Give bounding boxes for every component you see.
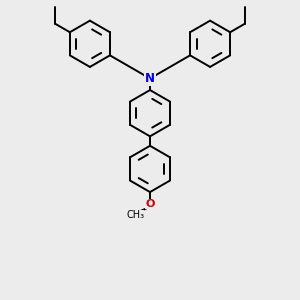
Text: N: N: [145, 72, 155, 85]
Text: CH₃: CH₃: [126, 210, 144, 220]
Text: O: O: [145, 199, 155, 208]
